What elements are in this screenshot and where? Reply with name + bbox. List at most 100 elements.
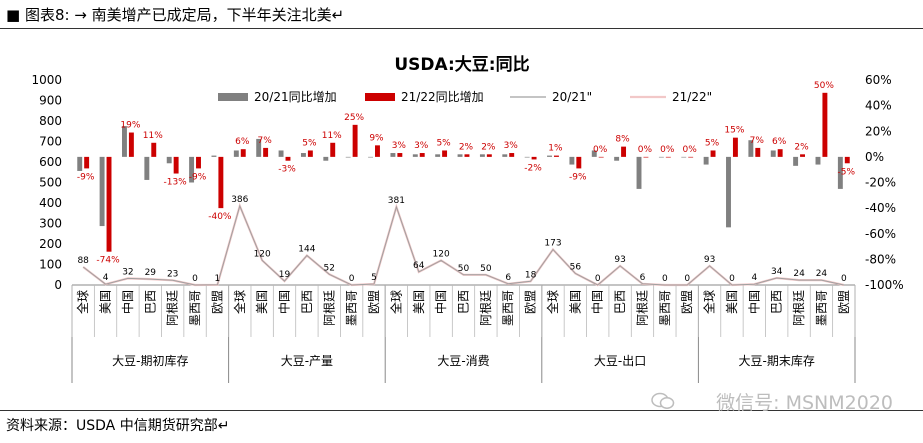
bar-pct-label: -40%: [208, 212, 232, 222]
bar-pct-label: 1%: [548, 144, 563, 154]
category-label: 美国: [725, 290, 739, 314]
bar-pct-label: 5%: [302, 138, 317, 148]
line-value-label: 4: [103, 273, 109, 283]
bar-pct-label: 7%: [257, 136, 272, 146]
bar-2122: [106, 156, 112, 252]
bar-2122: [307, 150, 313, 157]
line-value-label: 50: [458, 264, 470, 274]
legend-label: 21/22": [672, 90, 712, 104]
bar-pct-label: 11%: [322, 131, 342, 141]
bar-2021: [457, 154, 463, 157]
bar-pct-label: 3%: [392, 141, 407, 151]
bar-2122: [844, 156, 850, 164]
bar-pct-label: 8%: [615, 135, 630, 145]
bar-2122: [330, 142, 336, 157]
soybean-yoy-chart: USDA:大豆:同比 01002003004005006007008009001…: [31, 54, 904, 383]
bar-pct-label: 0%: [638, 145, 653, 155]
bar-2122: [240, 149, 246, 157]
bar-2122: [173, 156, 179, 174]
line-value-label: 19: [279, 270, 291, 280]
bar-pct-label: 50%: [814, 81, 834, 91]
group-label: 大豆-期末库存: [739, 353, 815, 368]
bar-2021: [748, 140, 754, 157]
bar-2122: [285, 156, 291, 161]
bar-2122: [151, 142, 157, 157]
bar-2122: [263, 147, 269, 157]
left-axis-tick-label: 500: [39, 176, 62, 190]
line-value-label: 120: [433, 249, 450, 259]
line-value-label: 6: [640, 273, 646, 283]
line-value-label: 0: [729, 274, 735, 284]
group-label: 大豆-消费: [437, 354, 489, 368]
bar-2122: [531, 156, 537, 160]
left-axis-tick-label: 1000: [31, 73, 62, 87]
group-label: 大豆-期初库存: [112, 353, 188, 368]
bar-2021: [122, 126, 127, 157]
bar-2021: [166, 156, 172, 164]
bar-pct-label: 25%: [344, 113, 364, 123]
line-value-label: 381: [388, 196, 405, 206]
line-value-label: 24: [793, 269, 805, 279]
bar-2122: [486, 154, 492, 157]
bar-2122: [553, 155, 559, 157]
left-axis-tick-label: 600: [39, 155, 62, 169]
line-value-label: 34: [771, 267, 783, 277]
bar-2122: [397, 153, 403, 157]
bar-2021: [189, 156, 195, 183]
bar-2021: [233, 150, 239, 157]
bar-pct-label: 0%: [593, 145, 608, 155]
bar-2021: [300, 153, 306, 157]
category-label: 中国: [433, 290, 448, 314]
line-value-label: 144: [298, 244, 315, 254]
category-label: 墨西哥: [814, 290, 828, 326]
line-value-label: 0: [595, 274, 601, 284]
line-value-label: 29: [145, 268, 157, 278]
line-value-label: 0: [684, 274, 690, 284]
bar-2021: [479, 154, 485, 157]
category-label: 美国: [255, 290, 269, 314]
chart-frame: USDA:大豆:同比 0 100 200 300 400 500 600 700 800 900 1…: [0, 32, 923, 410]
left-axis-tick-label: 0: [54, 278, 62, 292]
bar-pct-label: 9%: [369, 133, 384, 143]
bar-2021: [144, 156, 150, 180]
right-axis-tick-label: 60%: [865, 73, 892, 87]
category-label: 墨西哥: [188, 290, 202, 326]
category-label: 巴西: [300, 290, 314, 314]
bar-2122: [800, 154, 805, 157]
line-value-label: 386: [231, 195, 248, 205]
figure-header: ■ 图表8: → 南美增产已成定局，下半年关注北美↵: [0, 0, 923, 29]
bar-2021: [211, 155, 217, 157]
bar-2122: [688, 156, 694, 158]
bar-2021: [614, 156, 620, 161]
category-label: 欧盟: [837, 290, 851, 314]
bar-2021: [547, 155, 552, 157]
line-value-label: 93: [704, 255, 715, 265]
bar-2021: [681, 156, 687, 158]
bar-2021: [636, 156, 642, 189]
left-axis-tick-label: 400: [39, 196, 62, 210]
line-2021: [82, 204, 844, 286]
category-label: 巴西: [770, 290, 784, 314]
bar-pct-label: 6%: [235, 137, 250, 147]
line-value-label: 64: [413, 261, 425, 271]
bar-pct-label: 0%: [683, 145, 698, 155]
left-axis-tick-label: 800: [39, 114, 62, 128]
bar-pct-label: 3%: [414, 141, 429, 151]
group-label: 大豆-出口: [594, 354, 646, 368]
line-value-label: 0: [841, 274, 847, 284]
bar-2021: [726, 156, 731, 228]
bar-2122: [442, 150, 448, 157]
category-label: 欧盟: [680, 290, 694, 314]
bar-pct-label: 0%: [660, 145, 675, 155]
category-label: 美国: [99, 290, 113, 314]
line-value-label: 23: [167, 269, 178, 279]
bar-2122: [777, 149, 783, 157]
bar-2021: [323, 156, 329, 161]
category-label: 中国: [277, 290, 292, 314]
line-value-label: 1: [215, 274, 221, 284]
category-label: 中国: [590, 290, 605, 314]
category-label: 墨西哥: [345, 290, 359, 326]
right-axis-tick-label: 0%: [865, 150, 884, 164]
legend-label: 21/22同比增加: [401, 90, 484, 104]
chart-title: USDA:大豆:同比: [394, 54, 529, 75]
